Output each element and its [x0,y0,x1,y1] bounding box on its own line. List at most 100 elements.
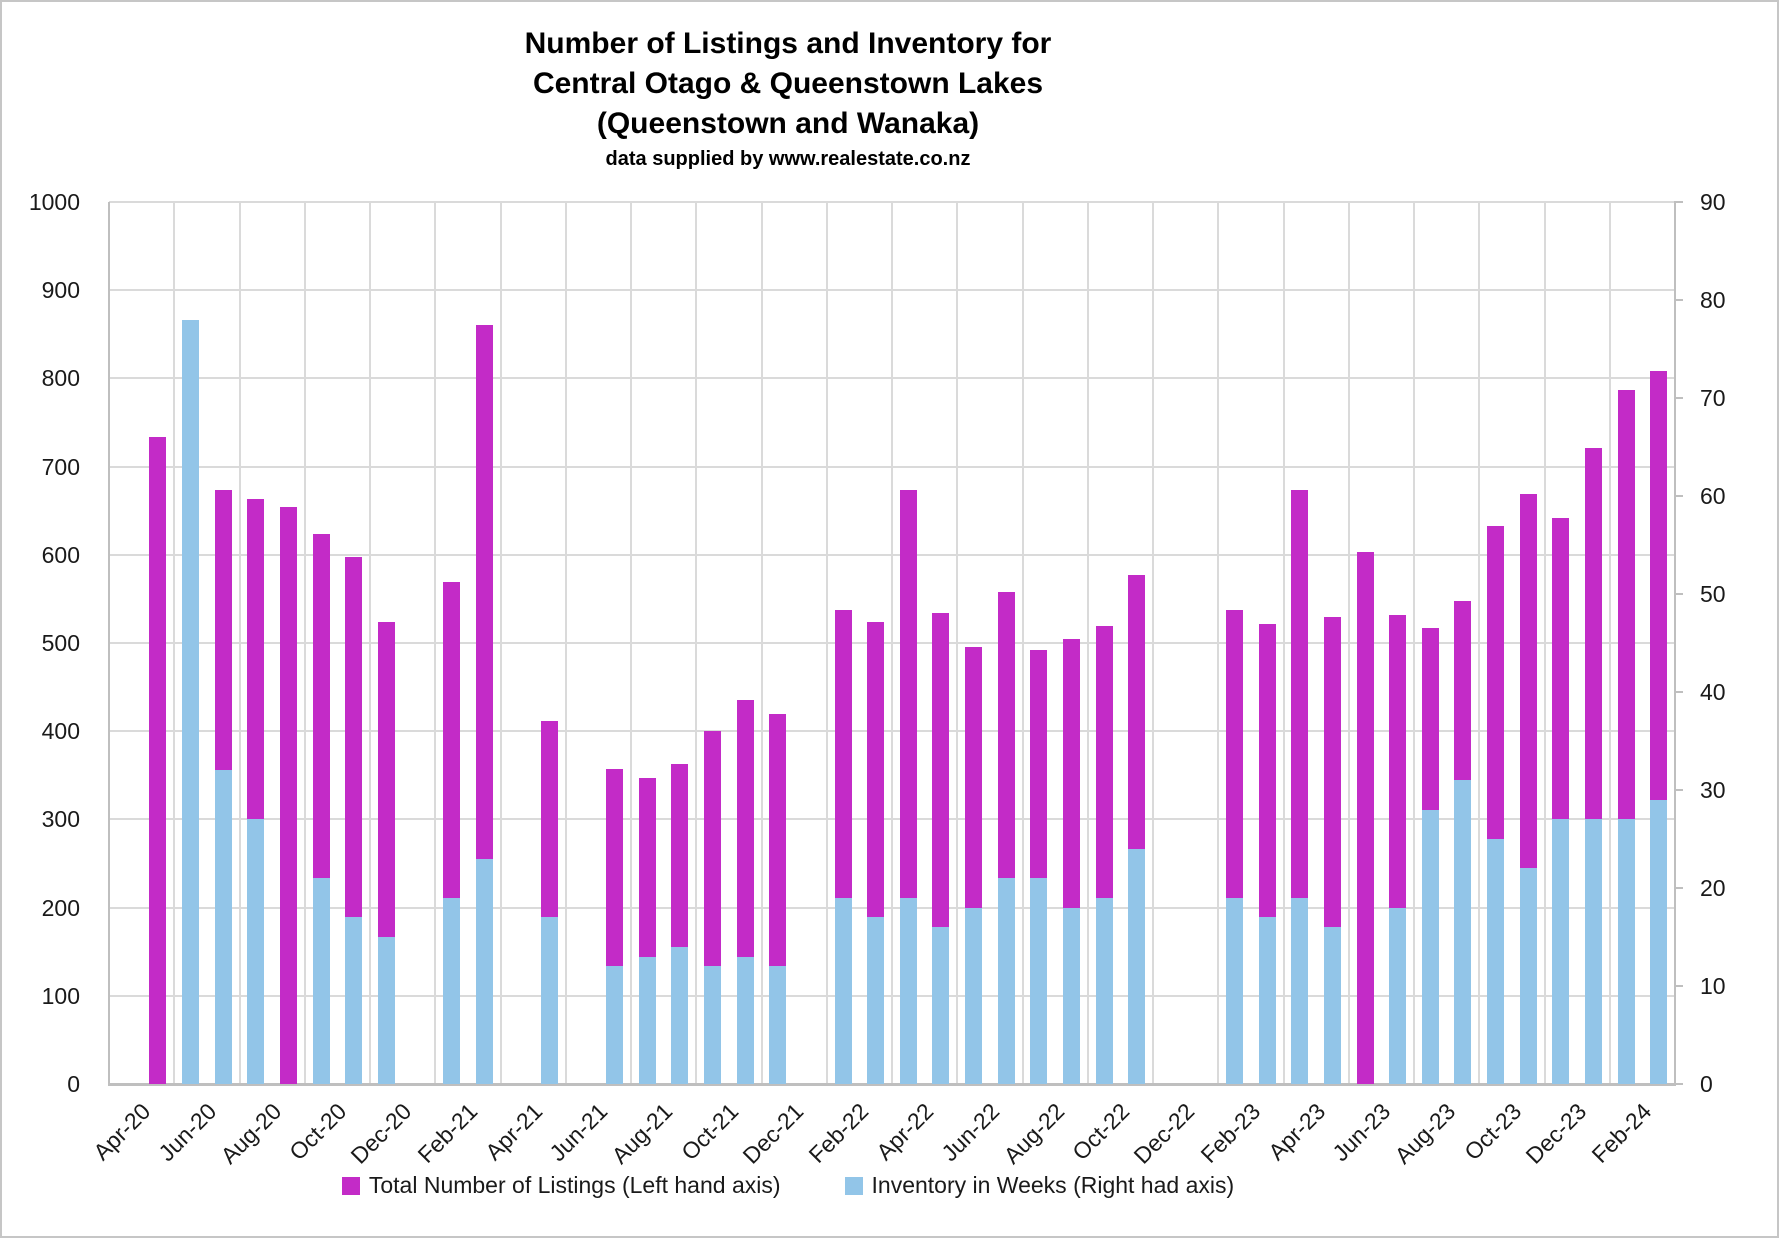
v-gridline [1478,202,1481,1084]
chart-title-line-2: Central Otago & Queenstown Lakes [532,67,1044,100]
v-gridline [564,202,567,1084]
left-axis-tick-label: 900 [41,277,80,304]
bar-inventory-Oct-21 [704,966,722,1084]
right-axis-tick [1674,691,1683,693]
v-gridline [760,202,763,1084]
right-axis-tick-label: 20 [1700,875,1726,901]
v-gridline [891,202,893,1084]
left-axis-tick-label: 300 [41,806,80,833]
bar-inventory-Aug-20 [247,819,265,1084]
bar-inventory-Apr-23 [1291,897,1309,1084]
left-axis-tick-label: 1000 [28,189,80,215]
bar-inventory-Dec-23 [1552,819,1570,1084]
bar-listings-Sep-20 [279,507,297,1084]
left-axis-line [108,202,110,1084]
right-axis-tick-label: 50 [1700,581,1726,607]
bar-inventory-Nov-23 [1519,868,1537,1084]
right-axis-tick-label: 60 [1700,483,1726,509]
bar-inventory-Oct-22 [1095,897,1113,1084]
chart-title-block: Number of Listings and Inventory for Cen… [2,24,1574,174]
bar-inventory-Apr-22 [899,897,917,1084]
bar-inventory-Feb-23 [1226,897,1244,1084]
bar-inventory-May-21 [540,917,558,1084]
bar-inventory-Feb-22 [834,897,852,1084]
listings-swatch-icon [341,1176,360,1195]
bar-inventory-Nov-20 [345,917,363,1084]
bar-inventory-Oct-23 [1487,839,1505,1084]
bar-inventory-Mar-21 [475,858,493,1084]
bar-inventory-Feb-21 [443,897,461,1084]
bar-inventory-May-23 [1323,927,1341,1084]
right-axis-tick-label: 10 [1700,973,1726,999]
left-axis-tick-label: 0 [67,1071,80,1097]
inventory-swatch-icon [844,1176,863,1195]
v-gridline [1282,202,1285,1084]
bar-listings-May-20 [149,436,167,1084]
v-gridline [1543,202,1546,1084]
right-axis-tick-label: 30 [1700,777,1726,803]
bar-inventory-Dec-20 [377,937,395,1084]
v-gridline [630,202,632,1084]
v-gridline [1217,202,1220,1084]
v-gridline [1413,202,1415,1084]
right-axis-tick [1674,1083,1683,1085]
bar-inventory-Jul-21 [606,966,624,1084]
bar-inventory-Oct-20 [312,878,330,1084]
right-axis-tick [1674,201,1683,203]
bar-inventory-Feb-24 [1617,819,1635,1084]
bar-inventory-Nov-21 [736,956,754,1084]
bar-inventory-Mar-22 [867,917,885,1084]
legend-item-inventory: Inventory in Weeks (Right had axis) [844,1172,1235,1199]
chart-title-line-1: Number of Listings and Inventory for [524,27,1052,60]
left-axis-tick-label: 800 [41,365,80,392]
left-axis-tick-label: 700 [41,453,80,480]
v-gridline [695,202,698,1084]
bar-inventory-Aug-23 [1421,809,1439,1084]
v-gridline [369,202,371,1084]
v-gridline [1086,202,1089,1084]
v-gridline [499,202,502,1084]
left-axis-tick-label: 200 [41,894,80,921]
bar-inventory-Aug-22 [1030,878,1048,1084]
bar-inventory-Jun-20 [182,319,200,1084]
v-gridline [434,202,437,1084]
bar-inventory-Mar-24 [1650,799,1668,1084]
bar-inventory-Sep-23 [1454,780,1472,1084]
left-axis-tick-label: 400 [41,718,80,745]
bar-inventory-Jul-23 [1389,907,1407,1084]
v-gridline [825,202,828,1084]
v-gridline [956,202,959,1084]
v-gridline [1347,202,1350,1084]
v-gridline [238,202,241,1084]
right-axis-tick-label: 0 [1700,1071,1713,1097]
right-axis-tick [1674,789,1683,791]
right-axis-tick [1674,495,1683,497]
legend-item-listings: Total Number of Listings (Left hand axis… [341,1172,781,1199]
right-axis-tick [1674,593,1683,595]
v-gridline [1021,202,1024,1084]
right-axis-tick [1674,887,1683,889]
v-gridline [303,202,306,1084]
left-axis-tick-label: 600 [41,541,80,568]
chart-title-line-3: (Queenstown and Wanaka) [596,107,980,140]
left-axis-tick-label: 500 [41,630,80,656]
bar-inventory-Mar-23 [1258,917,1276,1084]
right-axis-tick-label: 80 [1700,287,1726,313]
bar-inventory-May-22 [932,927,950,1084]
v-gridline [173,202,176,1084]
bar-inventory-Dec-21 [769,966,787,1084]
right-axis-tick [1674,299,1683,301]
bar-inventory-Jul-22 [997,878,1015,1084]
legend-label-inventory: Inventory in Weeks (Right had axis) [871,1172,1235,1198]
bar-inventory-Jun-22 [965,907,983,1084]
right-axis-line [1674,202,1676,1084]
v-gridline [1608,202,1611,1084]
right-axis-tick-label: 40 [1700,679,1726,705]
bar-listings-Jun-23 [1356,552,1374,1084]
x-axis-line [108,1083,1676,1086]
left-axis-tick-label: 100 [41,982,80,1009]
bar-inventory-Sep-22 [1062,907,1080,1084]
bar-inventory-Jan-24 [1584,819,1602,1084]
